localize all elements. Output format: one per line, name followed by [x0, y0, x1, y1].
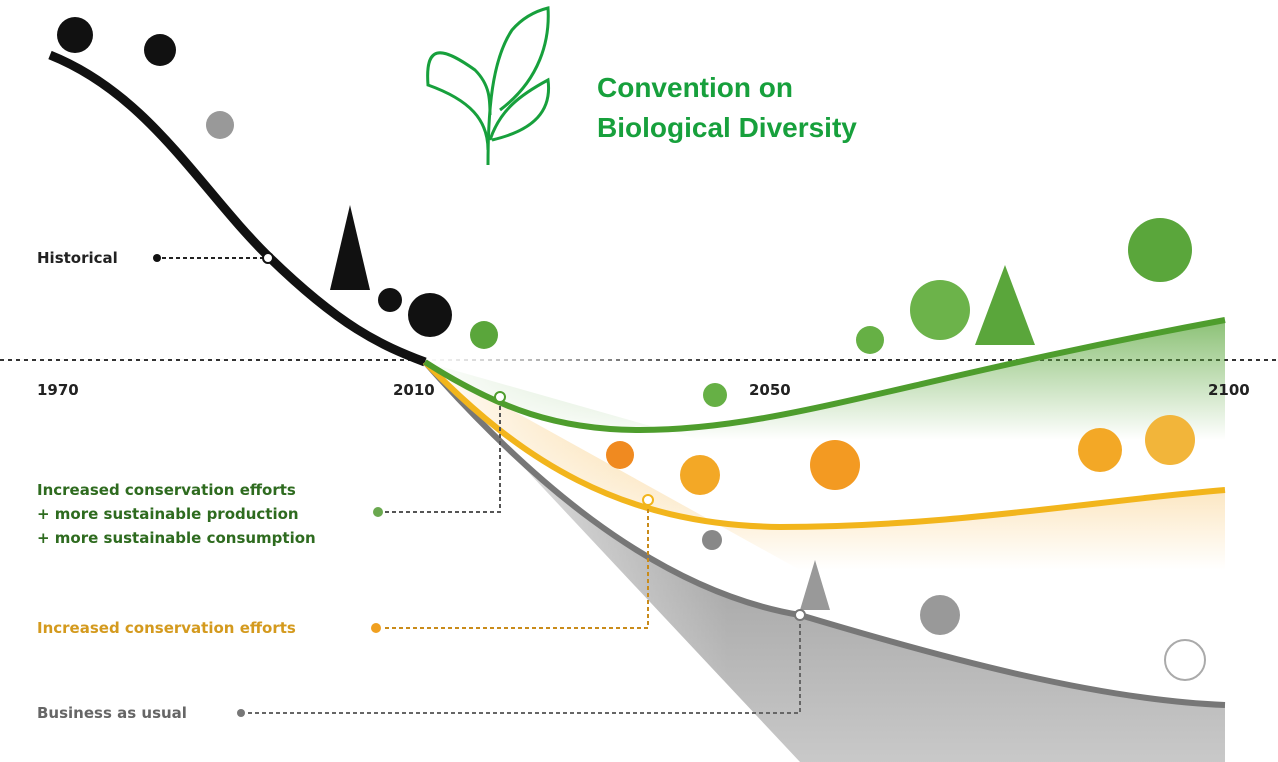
- year-label: 1970: [37, 381, 79, 399]
- scenario-label: Increased conservation efforts: [37, 481, 296, 499]
- scenario-label: Business as usual: [37, 704, 187, 722]
- scenario-label: Historical: [37, 249, 118, 267]
- logo-text: Convention on: [597, 72, 793, 103]
- year-label: 2010: [393, 381, 435, 399]
- year-label: 2100: [1208, 381, 1250, 399]
- year-label: 2050: [749, 381, 791, 399]
- logo: [428, 8, 549, 165]
- scenario-label: Increased conservation efforts: [37, 619, 296, 637]
- logo-text: Biological Diversity: [597, 112, 857, 143]
- infographic: Convention on Biological Diversity 1970 …: [0, 0, 1278, 762]
- scenario-label: + more sustainable consumption: [37, 529, 316, 547]
- historical-curve: [50, 55, 425, 362]
- scenario-label: + more sustainable production: [37, 505, 299, 523]
- fade: [420, 300, 980, 762]
